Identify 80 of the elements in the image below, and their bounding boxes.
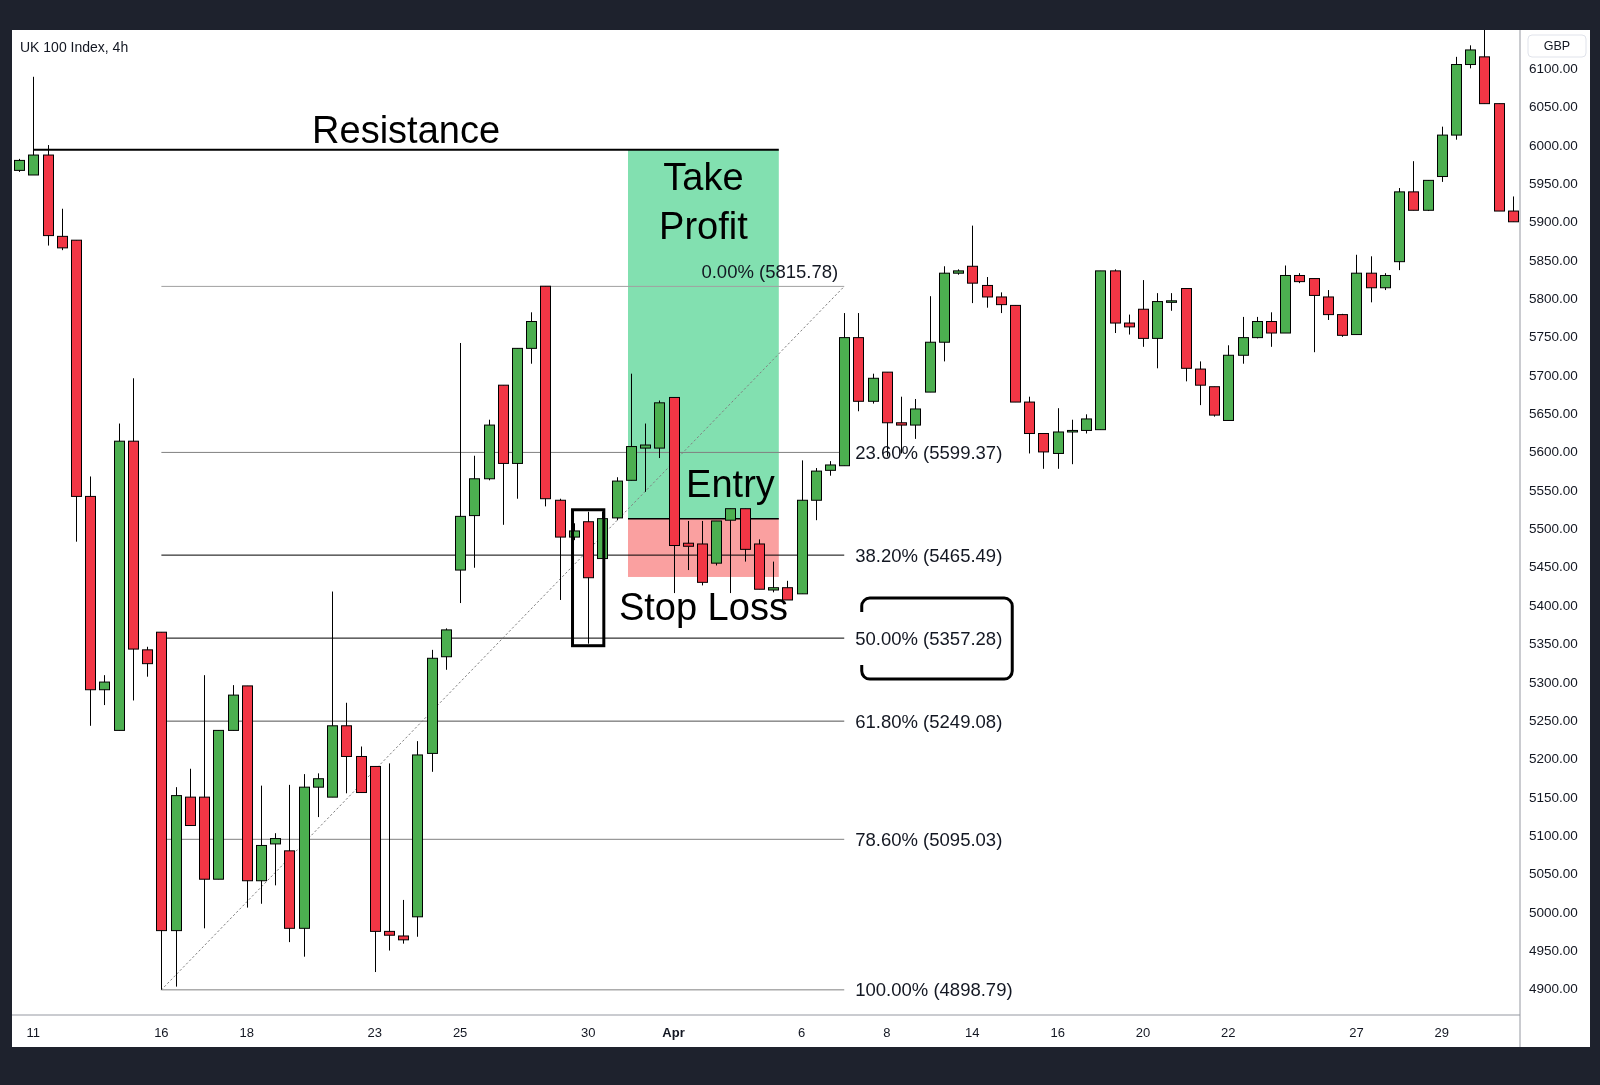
y-tick-label: 5250.00 xyxy=(1529,712,1578,728)
candlestick xyxy=(398,899,409,945)
candlestick xyxy=(1408,160,1419,211)
ref-line-label: 78.60% (5095.03) xyxy=(855,828,1003,850)
y-tick-label: 5600.00 xyxy=(1529,444,1578,460)
candlestick xyxy=(996,291,1007,314)
y-tick-label: 4950.00 xyxy=(1529,943,1578,959)
ref-line-label: 61.80% (5249.08) xyxy=(855,710,1003,732)
x-tick-label: 6 xyxy=(797,1024,806,1040)
candlestick xyxy=(982,276,993,309)
y-tick-label: 5800.00 xyxy=(1529,291,1578,306)
ref-line-label: Entry xyxy=(686,462,775,505)
y-tick-label: 5950.00 xyxy=(1529,175,1578,191)
x-tick-label: 20 xyxy=(1135,1024,1151,1040)
band-label: Stop Loss xyxy=(618,585,788,628)
y-tick-label: 5750.00 xyxy=(1529,329,1578,345)
candlestick xyxy=(270,832,281,886)
y-tick-label: 5150.00 xyxy=(1529,789,1578,805)
candlestick xyxy=(1238,316,1249,365)
y-tick-label: 5900.00 xyxy=(1529,214,1578,230)
candlestick xyxy=(868,373,879,405)
text: UK 100 Index, 4h xyxy=(20,39,129,55)
candlestick xyxy=(1038,433,1049,470)
ref-line-label: Resistance xyxy=(312,108,501,151)
y-tick-label: 5300.00 xyxy=(1529,674,1578,690)
y-tick-label: 5050.00 xyxy=(1529,866,1578,882)
candlestick xyxy=(1309,278,1320,353)
candlestick xyxy=(1053,407,1064,470)
y-tick-label: 5400.00 xyxy=(1529,597,1578,613)
y-tick-label: 5350.00 xyxy=(1529,636,1578,652)
y-tick-label: 6100.00 xyxy=(1529,60,1578,76)
y-tick-label: 5650.00 xyxy=(1529,406,1578,422)
x-tick-label: 16 xyxy=(154,1024,169,1040)
candlestick xyxy=(99,674,110,706)
x-tick-label: 14 xyxy=(965,1024,980,1040)
x-tick-label: 11 xyxy=(26,1024,41,1040)
candlestick xyxy=(1067,419,1078,465)
candlestick xyxy=(640,423,651,493)
ref-line-label: 100.00% (4898.79) xyxy=(855,979,1013,1001)
ref-line-label: 38.20% (5465.49) xyxy=(855,544,1003,566)
ref-line-label: 50.00% (5357.28) xyxy=(855,627,1003,649)
y-tick-label: 5450.00 xyxy=(1529,559,1578,575)
y-tick-label: 5000.00 xyxy=(1529,904,1578,920)
x-tick-label: 25 xyxy=(452,1024,468,1040)
y-tick-label: 5200.00 xyxy=(1529,751,1578,767)
x-tick-label: Apr xyxy=(662,1024,685,1040)
y-tick-label: 5700.00 xyxy=(1529,367,1578,383)
x-tick-label: 8 xyxy=(883,1024,891,1040)
candlestick xyxy=(1366,255,1377,303)
band-label: Take Profit xyxy=(659,155,749,247)
y-tick-label: 5850.00 xyxy=(1529,252,1578,268)
x-tick-label: 16 xyxy=(1050,1024,1065,1040)
candlestick xyxy=(1508,195,1519,223)
y-tick-label: 6000.00 xyxy=(1529,137,1578,153)
x-tick-label: 27 xyxy=(1349,1024,1364,1040)
candlestick xyxy=(1323,289,1334,321)
candlestick xyxy=(910,398,921,440)
candlestick xyxy=(1124,314,1135,336)
candlestick xyxy=(142,646,153,678)
candlestick xyxy=(967,225,978,304)
candlestick xyxy=(384,762,395,952)
candlestick xyxy=(1195,360,1206,406)
ref-line-label: 0.00% (5815.78) xyxy=(701,261,839,283)
y-tick-label: 5500.00 xyxy=(1529,521,1578,537)
candlestick xyxy=(768,561,779,593)
y-tick-label: 5550.00 xyxy=(1529,482,1578,498)
y-tick-label: 6050.00 xyxy=(1529,99,1578,115)
candlestick xyxy=(1266,311,1277,348)
y-axis-title: GBP xyxy=(1543,39,1571,53)
candlestick xyxy=(313,772,324,818)
y-tick-label: 4900.00 xyxy=(1529,981,1578,997)
x-tick-label: 22 xyxy=(1221,1024,1236,1040)
x-tick-label: 29 xyxy=(1434,1024,1449,1040)
candlestick xyxy=(1081,413,1092,435)
candlestick xyxy=(1465,44,1476,69)
candlestick xyxy=(57,208,68,251)
x-tick-label: 18 xyxy=(239,1024,254,1040)
x-tick-label: 30 xyxy=(580,1024,596,1040)
y-tick-label: 5100.00 xyxy=(1529,827,1578,843)
x-tick-label: 23 xyxy=(367,1024,383,1040)
